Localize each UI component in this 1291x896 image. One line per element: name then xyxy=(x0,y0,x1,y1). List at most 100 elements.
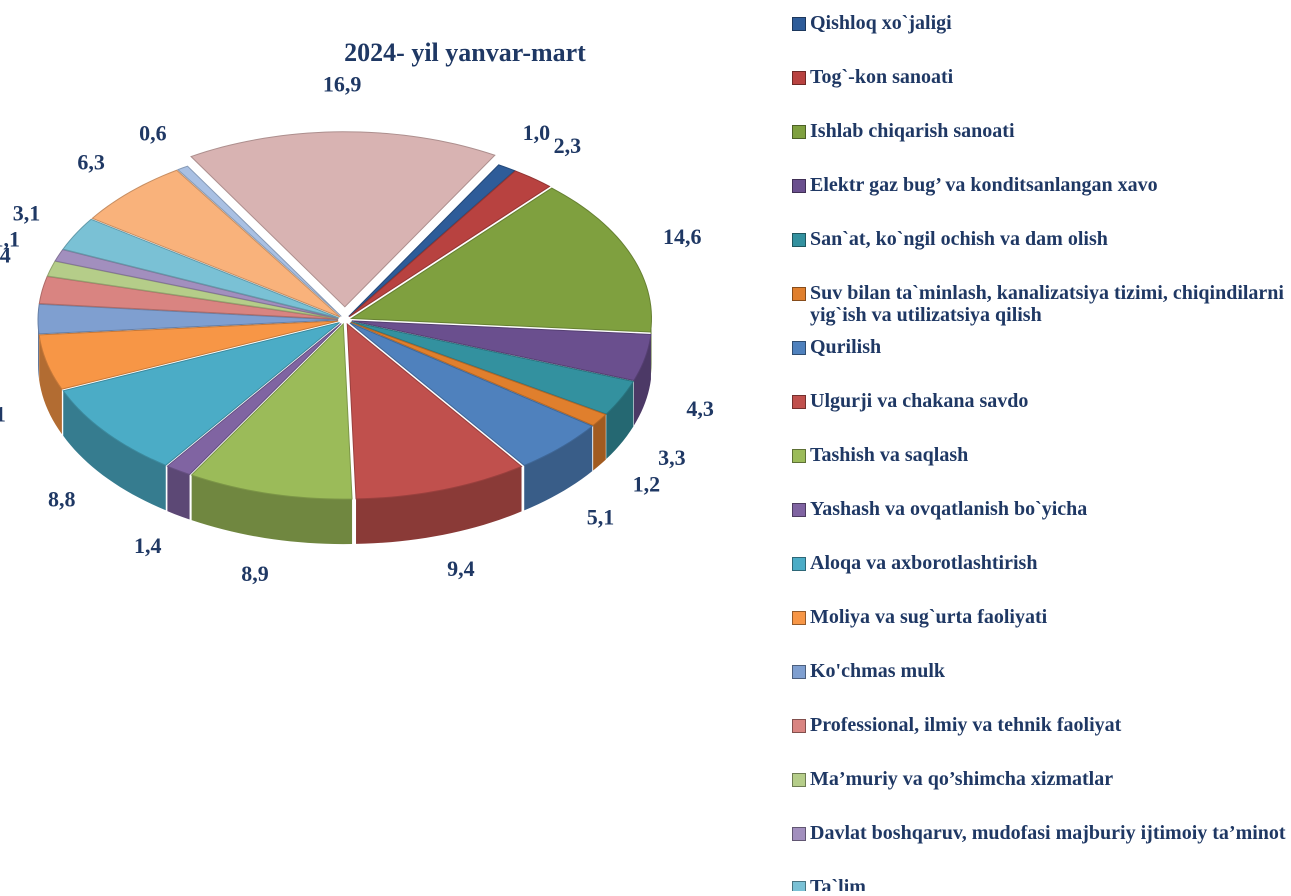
data-label: 5,1 xyxy=(587,505,615,530)
legend-label: Moliya va sug`urta faoliyati xyxy=(810,606,1048,628)
slice xyxy=(166,323,342,476)
slice xyxy=(91,169,341,318)
legend-item: Ishlab chiqarish sanoati xyxy=(790,120,1290,142)
legend-swatch xyxy=(792,71,806,85)
data-label: 1,2 xyxy=(633,472,661,497)
slice xyxy=(349,187,652,333)
legend-label: Ulgurji va chakana savdo xyxy=(810,390,1029,412)
legend-item: Ta`lim xyxy=(790,876,1290,891)
legend-label: Suv bilan ta`minlash, kanalizatsiya tizi… xyxy=(810,282,1284,326)
legend-label: Ko'chmas mulk xyxy=(810,660,946,682)
slice xyxy=(190,131,496,308)
data-label: 1,4 xyxy=(134,533,162,558)
legend-label: Professional, ilmiy va tehnik faoliyat xyxy=(810,714,1122,736)
data-label: 8,8 xyxy=(48,486,76,511)
legend-item: Moliya va sug`urta faoliyati xyxy=(790,606,1290,628)
legend-swatch xyxy=(792,719,806,733)
slice-side xyxy=(524,426,593,511)
legend-label: Tog`-kon sanoati xyxy=(810,66,954,88)
data-label: 9,4 xyxy=(447,556,475,581)
data-label: 5,1 xyxy=(0,402,6,427)
data-label: 1,4 xyxy=(0,243,11,268)
slice xyxy=(62,322,340,466)
legend-item: Davlat boshqaruv, mudofasi majburiy ijti… xyxy=(790,822,1290,844)
slice-side xyxy=(633,334,651,426)
legend-item: Suv bilan ta`minlash, kanalizatsiya tizi… xyxy=(790,282,1290,326)
legend-label: Qurilish xyxy=(810,336,882,358)
pie-sides xyxy=(38,318,652,545)
legend-label: San`at, ko`ngil ochish va dam olish xyxy=(810,228,1108,250)
slice xyxy=(350,321,607,427)
legend-label: Ishlab chiqarish sanoati xyxy=(810,120,1015,142)
slice xyxy=(62,218,340,319)
slice xyxy=(348,170,551,318)
legend-item: Ulgurji va chakana savdo xyxy=(790,390,1290,412)
legend-item: Tog`-kon sanoati xyxy=(790,66,1290,88)
legend-swatch xyxy=(792,287,806,301)
chart: 2024- yil yanvar-mart 1,02,314,64,33,31,… xyxy=(0,38,714,586)
slice-side xyxy=(39,334,62,435)
legend-item: San`at, ko`ngil ochish va dam olish xyxy=(790,228,1290,250)
legend-label: Qishloq xo`jaligi xyxy=(810,12,952,34)
legend-item: Qurilish xyxy=(790,336,1290,358)
data-label: 2,3 xyxy=(554,133,582,158)
slice xyxy=(190,322,353,500)
legend-item: Qishloq xo`jaligi xyxy=(790,12,1290,34)
legend-item: Ko'chmas mulk xyxy=(790,660,1290,682)
legend-swatch xyxy=(792,611,806,625)
legend-label: Ta`lim xyxy=(810,876,866,891)
chart-title: 2024- yil yanvar-mart xyxy=(344,38,586,67)
slice xyxy=(38,320,339,390)
legend-swatch xyxy=(792,557,806,571)
slice xyxy=(37,303,339,335)
data-label: 6,3 xyxy=(77,149,105,174)
slice xyxy=(346,322,523,500)
legend-swatch xyxy=(792,179,806,193)
slice-side xyxy=(593,414,606,471)
legend-swatch xyxy=(792,395,806,409)
legend-swatch xyxy=(792,341,806,355)
slice xyxy=(38,275,339,320)
legend-label: Ma’muriy va qo’shimcha xizmatlar xyxy=(810,768,1114,790)
legend-item: Professional, ilmiy va tehnik faoliyat xyxy=(790,714,1290,736)
slice xyxy=(351,321,635,415)
legend-label: Yashash va ovqatlanish bo`yicha xyxy=(810,498,1088,520)
slice xyxy=(351,320,652,382)
legend-swatch xyxy=(792,827,806,841)
legend-label: Aloqa va axborotlashtirish xyxy=(810,552,1038,574)
slice-side xyxy=(63,390,166,511)
data-label: 1,1 xyxy=(0,226,20,251)
legend-swatch xyxy=(792,881,806,891)
legend-swatch xyxy=(792,233,806,247)
slice-side xyxy=(191,475,353,545)
slice-side xyxy=(167,466,190,520)
data-label: 4,3 xyxy=(686,396,714,421)
legend-label: Tashish va saqlash xyxy=(810,444,969,466)
legend-item: Aloqa va axborotlashtirish xyxy=(790,552,1290,574)
data-label: 3,1 xyxy=(13,200,41,225)
slice-side xyxy=(606,381,634,460)
legend-item: Elektr gaz bug’ va konditsanlangan xavo xyxy=(790,174,1290,196)
data-label: 0,6 xyxy=(139,120,167,145)
slice xyxy=(54,249,339,319)
data-label: 3,3 xyxy=(658,445,686,470)
legend-swatch xyxy=(792,773,806,787)
legend-item: Ma’muriy va qo’shimcha xizmatlar xyxy=(790,768,1290,790)
data-label: 8,9 xyxy=(241,561,269,586)
pie-tops xyxy=(37,131,652,500)
legend-swatch xyxy=(792,449,806,463)
data-label: 14,6 xyxy=(663,224,702,249)
legend-label: Davlat boshqaruv, mudofasi majburiy ijti… xyxy=(810,822,1286,844)
legend: Qishloq xo`jaligi Tog`-kon sanoati Ishlab … xyxy=(790,0,1290,891)
legend-item: Yashash va ovqatlanish bo`yicha xyxy=(790,498,1290,520)
legend-swatch xyxy=(792,17,806,31)
legend-swatch xyxy=(792,503,806,517)
slice-side xyxy=(356,466,522,544)
slice xyxy=(349,322,594,466)
slice xyxy=(176,165,342,317)
legend-swatch xyxy=(792,125,806,139)
legend-label: Elektr gaz bug’ va konditsanlangan xavo xyxy=(810,174,1158,196)
data-label: 1,0 xyxy=(523,120,551,145)
slice xyxy=(348,164,516,317)
